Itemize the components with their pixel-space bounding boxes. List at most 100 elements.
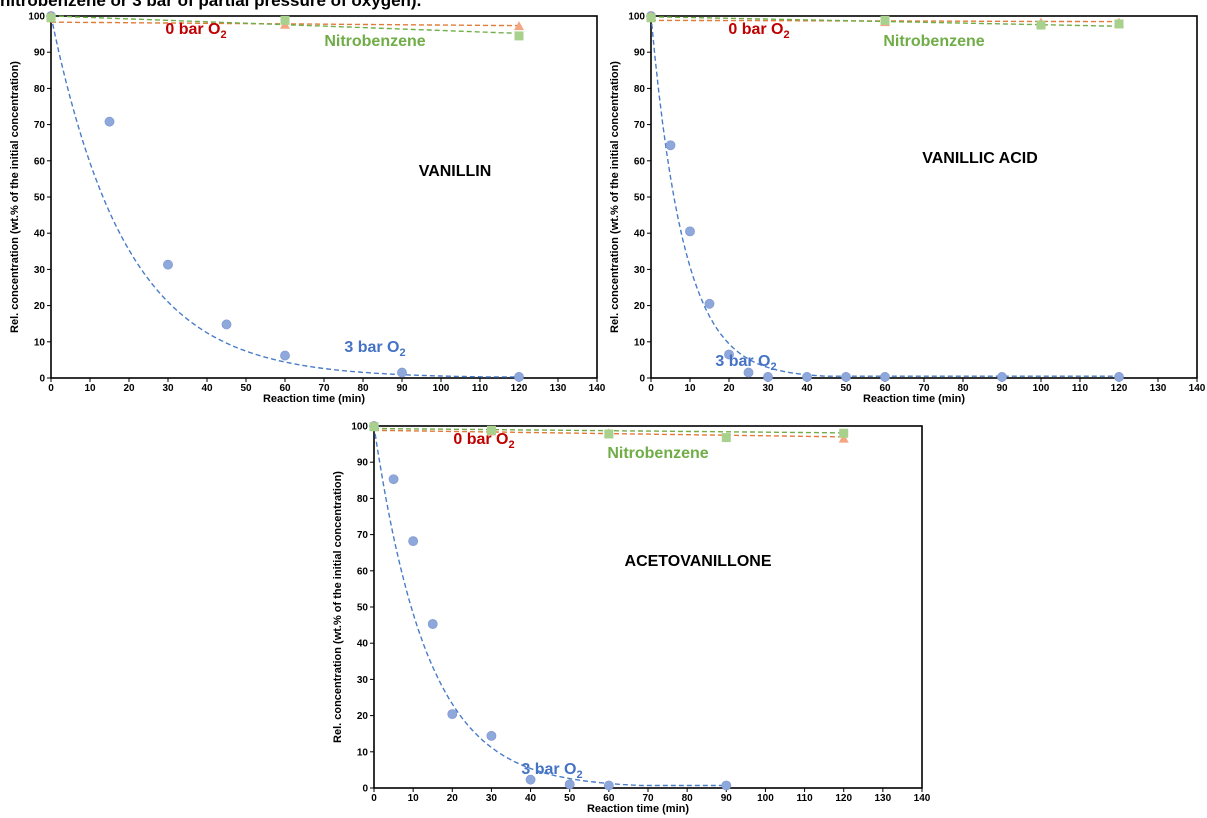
annotation-0-bar-o2: 0 bar O2 (453, 431, 514, 451)
x-tick-label: 80 (682, 793, 694, 804)
x-tick-label: 60 (603, 793, 615, 804)
x-tick-label: 50 (240, 383, 252, 394)
y-tick-label: 60 (34, 156, 46, 167)
x-tick-label: 140 (1189, 383, 1206, 394)
annotation-3-bar-o2: 3 bar O2 (521, 761, 582, 781)
plot-area (50, 15, 598, 379)
x-tick-label: 120 (1111, 383, 1128, 394)
x-tick-label: 30 (486, 793, 498, 804)
y-tick-label: 90 (634, 48, 646, 59)
plot-area (650, 15, 1198, 379)
data-point-o2_3bar (104, 116, 115, 127)
y-tick-label: 20 (634, 301, 646, 312)
data-point-o2_3bar (1114, 372, 1124, 382)
y-tick-label: 80 (34, 84, 46, 95)
y-tick-label: 30 (34, 265, 46, 276)
chart-title: VANILLIC ACID (922, 150, 1038, 167)
data-point-o2_3bar (514, 372, 524, 382)
annotation-nitrobenzene: Nitrobenzene (607, 445, 708, 462)
data-point-o2_3bar (163, 259, 173, 270)
x-tick-label: 60 (279, 383, 291, 394)
x-tick-label: 140 (914, 793, 931, 804)
plot-area (373, 425, 923, 789)
x-tick-label: 70 (318, 383, 330, 394)
x-tick-label: 70 (918, 383, 930, 394)
trend-line-o2_3bar (50, 15, 519, 378)
data-point-nitrobenzene (721, 433, 731, 443)
y-tick-label: 80 (357, 494, 369, 505)
data-point-o2_0bar (838, 433, 849, 443)
data-point-nitrobenzene (486, 425, 496, 435)
y-tick-label: 60 (634, 156, 646, 167)
x-tick-label: 130 (1150, 383, 1167, 394)
data-point-o2_3bar (724, 349, 734, 360)
x-tick-label: 20 (723, 383, 735, 394)
data-point-o2_3bar (802, 372, 812, 382)
x-tick-label: 110 (472, 383, 489, 394)
chart-title: VANILLIN (419, 163, 492, 180)
data-point-nitrobenzene (646, 13, 656, 23)
data-point-o2_3bar (763, 372, 773, 382)
y-tick-label: 90 (34, 48, 46, 59)
y-axis-title: Rel. concentration (wt.% of the initial … (9, 61, 21, 333)
x-tick-label: 0 (648, 383, 654, 394)
data-point-o2_3bar (525, 774, 536, 785)
y-tick-label: 80 (634, 84, 646, 95)
y-tick-label: 0 (362, 784, 368, 795)
data-point-o2_3bar (665, 140, 676, 151)
trend-line-o2_3bar (373, 425, 727, 787)
x-tick-label: 80 (957, 383, 969, 394)
x-tick-label: 10 (408, 793, 420, 804)
y-axis-title: Rel. concentration (wt.% of the initial … (609, 61, 621, 333)
data-point-nitrobenzene (280, 15, 290, 25)
x-tick-label: 40 (525, 793, 537, 804)
x-tick-label: 10 (84, 383, 96, 394)
y-tick-label: 100 (628, 12, 645, 23)
data-point-nitrobenzene (46, 13, 56, 23)
x-tick-label: 110 (1072, 383, 1089, 394)
y-tick-label: 50 (34, 193, 46, 204)
annotation-0-bar-o2: 0 bar O2 (728, 21, 789, 41)
data-point-nitrobenzene (880, 15, 890, 25)
x-tick-label: 90 (996, 383, 1008, 394)
x-tick-label: 70 (642, 793, 654, 804)
x-tick-label: 0 (371, 793, 377, 804)
data-point-o2_3bar (280, 350, 290, 361)
y-tick-label: 40 (634, 229, 646, 240)
x-tick-label: 40 (801, 383, 813, 394)
y-tick-label: 0 (39, 374, 45, 385)
x-tick-label: 30 (162, 383, 174, 394)
chart-vanillin: 0 10 20 30 40 50 60 70 80 90 100 0 10 20 30 40 50 60 70 80 9… (9, 11, 606, 405)
y-tick-label: 10 (34, 337, 46, 348)
y-tick-label: 30 (634, 265, 646, 276)
y-tick-label: 70 (34, 120, 46, 131)
y-tick-label: 90 (357, 458, 369, 469)
data-point-o2_3bar (447, 709, 458, 720)
y-tick-label: 20 (357, 711, 369, 722)
trend-line-o2_3bar (650, 15, 1119, 377)
y-tick-label: 40 (357, 639, 369, 650)
chart-vanillic-acid: 0 10 20 30 40 50 60 70 80 90 100 0 10 20 30 40 50 60 70 80 9… (609, 11, 1206, 405)
y-tick-label: 0 (639, 374, 645, 385)
x-tick-label: 60 (879, 383, 891, 394)
data-point-o2_3bar (841, 372, 851, 382)
x-tick-label: 10 (684, 383, 696, 394)
y-tick-label: 40 (34, 229, 46, 240)
x-tick-label: 40 (201, 383, 213, 394)
data-point-nitrobenzene (1036, 20, 1046, 30)
x-tick-label: 50 (840, 383, 852, 394)
x-tick-label: 90 (721, 793, 733, 804)
data-point-o2_3bar (388, 474, 399, 485)
data-point-o2_3bar (408, 536, 419, 547)
data-point-o2_0bar (514, 21, 524, 31)
data-point-o2_3bar (221, 319, 232, 330)
x-tick-label: 120 (511, 383, 528, 394)
figure-caption: nitrobenzene or 3 bar of partial pressur… (0, 0, 422, 10)
y-tick-label: 50 (634, 193, 646, 204)
x-axis-title: Reaction time (min) (263, 393, 365, 405)
x-tick-label: 100 (1033, 383, 1050, 394)
data-point-o2_3bar (685, 226, 695, 237)
y-tick-label: 10 (634, 337, 646, 348)
data-point-nitrobenzene (604, 429, 614, 439)
x-tick-label: 120 (835, 793, 852, 804)
